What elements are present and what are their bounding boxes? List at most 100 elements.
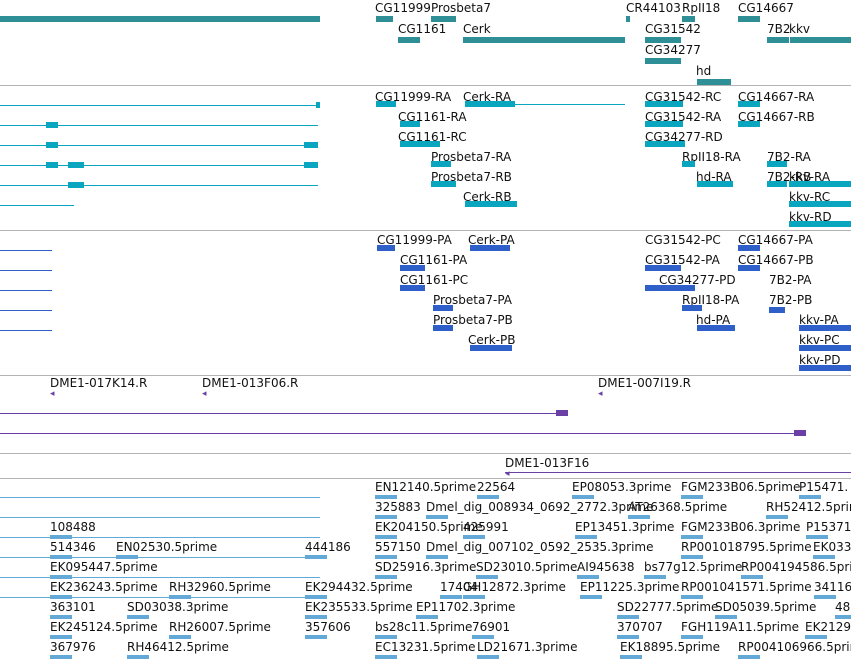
est-label-rh46412-5prime[interactable]: RH46412.5prime bbox=[127, 640, 229, 654]
transcript-bar-rpii18-ra[interactable] bbox=[682, 161, 695, 167]
protein-label-cg34277-pd[interactable]: CG34277-PD bbox=[659, 273, 736, 287]
est-bar-sd22777-5prime[interactable] bbox=[617, 615, 639, 619]
gene-label-hd[interactable]: hd bbox=[696, 64, 712, 78]
protein-label-rpii18-pa[interactable]: RpII18-PA bbox=[682, 293, 740, 307]
protein-bar-cg31542-pc[interactable] bbox=[645, 265, 681, 271]
est-bar-22564[interactable] bbox=[477, 495, 499, 499]
gene-bar-cg34277[interactable] bbox=[645, 58, 681, 64]
exon-block[interactable] bbox=[68, 162, 84, 168]
protein-label-kkv-pd[interactable]: kkv-PD bbox=[799, 353, 841, 367]
gene-bar-rpii18[interactable] bbox=[682, 16, 695, 22]
est-bar-ec13231-5prime[interactable] bbox=[375, 655, 397, 659]
clone-label-dme1-013f06-r[interactable]: DME1-013F06.R bbox=[202, 376, 299, 390]
est-label-fgm233b06-5prime[interactable]: FGM233B06.5prime bbox=[681, 480, 801, 494]
protein-bar-kkv-pc[interactable] bbox=[799, 345, 851, 351]
protein-bar-rpii18-pa[interactable] bbox=[682, 305, 702, 311]
protein-bar-cg11999-pa[interactable] bbox=[377, 245, 395, 251]
transcript-bar-7b2-ra[interactable] bbox=[767, 161, 787, 167]
exon-block[interactable] bbox=[68, 182, 84, 188]
est-label-rh32960-5prime[interactable]: RH32960.5prime bbox=[169, 580, 271, 594]
est-bar-rh32960-5prime[interactable] bbox=[169, 595, 191, 599]
est-label-425991[interactable]: 425991 bbox=[463, 520, 509, 534]
transcript-line-left-0[interactable] bbox=[0, 105, 320, 106]
est-bar-fgm233b06-3prime[interactable] bbox=[681, 535, 703, 539]
gene-bar-cerk[interactable] bbox=[463, 37, 625, 43]
est-bar-fgm233b06-5prime[interactable] bbox=[681, 495, 703, 499]
clone-line-f16[interactable] bbox=[505, 472, 851, 473]
est-bar-557150[interactable] bbox=[375, 555, 397, 559]
transcript-label-cg34277-rd[interactable]: CG34277-RD bbox=[645, 130, 723, 144]
transcript-label-prosbeta7-ra[interactable]: Prosbeta7-RA bbox=[431, 150, 512, 164]
est-label-363101[interactable]: 363101 bbox=[50, 600, 96, 614]
est-label-ld21671-3prime[interactable]: LD21671.3prime bbox=[477, 640, 578, 654]
protein-label-cerk-pb[interactable]: Cerk-PB bbox=[468, 333, 516, 347]
est-bar-rp004194586-5prime[interactable] bbox=[741, 575, 763, 579]
protein-bar-cg1161-pa[interactable] bbox=[400, 265, 425, 271]
est-label-en02530-5prime[interactable]: EN02530.5prime bbox=[116, 540, 218, 554]
est-bar-rp001041571-5prime[interactable] bbox=[681, 595, 703, 599]
protein-bar-cg14667-pb[interactable] bbox=[738, 265, 760, 271]
est-label-ep11702-3prime[interactable]: EP11702.3prime bbox=[416, 600, 516, 614]
gene-label-cr44103[interactable]: CR44103 bbox=[626, 1, 681, 15]
clone-end-a[interactable] bbox=[556, 410, 568, 416]
est-bar-514346[interactable] bbox=[50, 555, 72, 559]
est-label-ek095447-5prime[interactable]: EK095447.5prime bbox=[50, 560, 158, 574]
est-label-rh26007-5prime[interactable]: RH26007.5prime bbox=[169, 620, 271, 634]
protein-line-left-3[interactable] bbox=[0, 310, 52, 311]
gene-label-cg14667[interactable]: CG14667 bbox=[738, 1, 794, 15]
transcript-label-7b2-ra[interactable]: 7B2-RA bbox=[767, 150, 811, 164]
est-label-370707[interactable]: 370707 bbox=[617, 620, 663, 634]
est-label-rp004106966-5prime[interactable]: RP004106966.5prime bbox=[738, 640, 851, 654]
est-bar-at26368-5prime[interactable] bbox=[628, 515, 650, 519]
transcript-bar-cg34277-rd[interactable] bbox=[645, 141, 685, 147]
protein-label-prosbeta7-pb[interactable]: Prosbeta7-PB bbox=[433, 313, 513, 327]
transcript-label-rpii18-ra[interactable]: RpII18-RA bbox=[682, 150, 741, 164]
est-bar-325883[interactable] bbox=[375, 515, 397, 519]
est-bar-ek236243-5prime[interactable] bbox=[50, 595, 72, 599]
transcript-bar-hd-ra[interactable] bbox=[697, 181, 733, 187]
protein-line-left-1[interactable] bbox=[0, 270, 52, 271]
gene-label-cg34277[interactable]: CG34277 bbox=[645, 43, 701, 57]
exon-block[interactable] bbox=[304, 162, 318, 168]
gene-feature-bar[interactable] bbox=[0, 16, 320, 22]
protein-line-left-4[interactable] bbox=[0, 330, 52, 331]
transcript-label-cerk-ra[interactable]: Cerk-RA bbox=[463, 90, 512, 104]
protein-label-cg31542-pc[interactable]: CG31542-PC bbox=[645, 233, 721, 247]
protein-bar-cg1161-pc[interactable] bbox=[400, 285, 425, 291]
est-label-ek236243-5prime[interactable]: EK236243.5prime bbox=[50, 580, 158, 594]
est-bar-17404[interactable] bbox=[440, 595, 462, 599]
est-bar-ai945638[interactable] bbox=[577, 575, 599, 579]
protein-bar-cg14667-pa[interactable] bbox=[738, 245, 760, 251]
est-bar-sd03038-3prime[interactable] bbox=[127, 615, 149, 619]
est-label-325883[interactable]: 325883 bbox=[375, 500, 421, 514]
est-bar-rh52412-5prime[interactable] bbox=[766, 515, 788, 519]
est-bar-sd05039-5prime[interactable] bbox=[715, 615, 737, 619]
est-bar-gh12872-3prime[interactable] bbox=[463, 595, 485, 599]
est-label-34116[interactable]: 34116 bbox=[814, 580, 851, 594]
est-label-at26368-5prime[interactable]: AT26368.5prime bbox=[628, 500, 728, 514]
clone-label-dme1-007i19-r[interactable]: DME1-007I19.R bbox=[598, 376, 692, 390]
transcript-label-kkv-rd[interactable]: kkv-RD bbox=[789, 210, 832, 224]
est-label-sd22777-5prime[interactable]: SD22777.5prime bbox=[617, 600, 719, 614]
gene-bar-cg11999[interactable] bbox=[376, 16, 393, 22]
est-label-rp004194586-5prime[interactable]: RP004194586.5prime bbox=[741, 560, 851, 574]
est-label-bs28c11-5prime[interactable]: bs28c11.5prime bbox=[375, 620, 473, 634]
est-label-76901[interactable]: 76901 bbox=[472, 620, 511, 634]
est-label-p15371[interactable]: P15371 bbox=[806, 520, 851, 534]
protein-label-prosbeta7-pa[interactable]: Prosbeta7-PA bbox=[433, 293, 512, 307]
est-bar-ek245124-5prime[interactable] bbox=[50, 635, 72, 639]
est-bar-ep11702-3prime[interactable] bbox=[416, 615, 438, 619]
gene-label-prosbeta7[interactable]: Prosbeta7 bbox=[431, 1, 491, 15]
transcript-label-prosbeta7-rb[interactable]: Prosbeta7-RB bbox=[431, 170, 512, 184]
est-line[interactable] bbox=[0, 577, 320, 578]
est-label-ek235533-5prime[interactable]: EK235533.5prime bbox=[305, 600, 413, 614]
est-bar-p15471[interactable] bbox=[799, 495, 821, 499]
exon-block[interactable] bbox=[46, 122, 58, 128]
est-bar-34116[interactable] bbox=[814, 595, 836, 599]
protein-label-cg1161-pa[interactable]: CG1161-PA bbox=[400, 253, 468, 267]
transcript-bar-cg1161-rc[interactable] bbox=[400, 141, 440, 147]
protein-bar-cerk-pa[interactable] bbox=[470, 245, 510, 251]
est-bar-ek294432-5prime[interactable] bbox=[305, 595, 327, 599]
protein-bar-kkv-pd[interactable] bbox=[799, 365, 851, 371]
protein-bar-7b2-pb[interactable] bbox=[769, 307, 785, 313]
